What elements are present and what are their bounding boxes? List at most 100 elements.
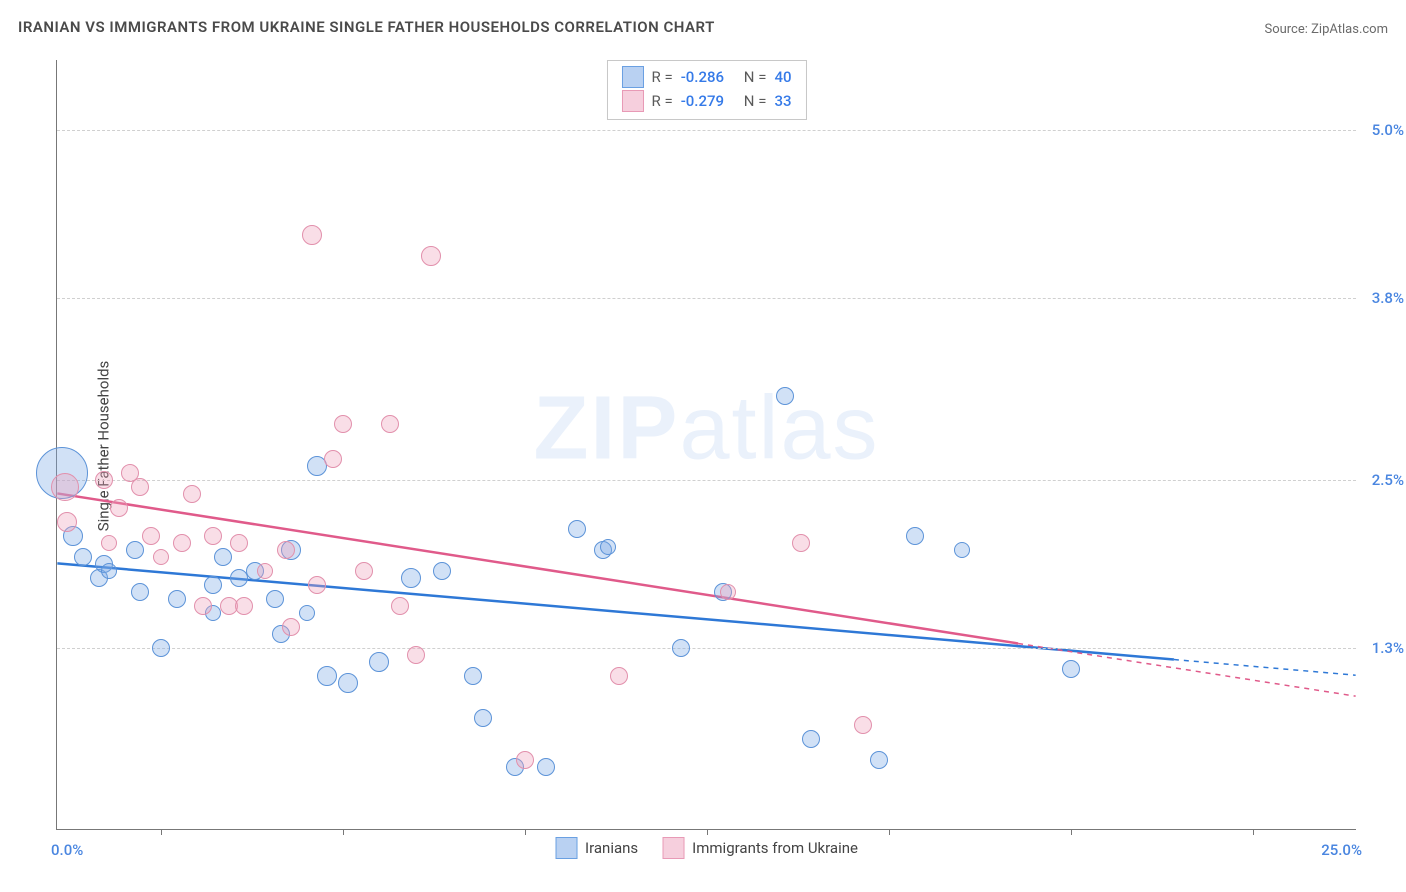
stat-row-ukraine: R = -0.279 N = 33: [621, 89, 791, 113]
x-tick: [525, 829, 526, 835]
data-point-ukraine: [720, 584, 736, 600]
gridline: [57, 298, 1356, 299]
gridline: [57, 648, 1356, 649]
data-point-ukraine: [421, 246, 441, 266]
data-point-iranians: [369, 652, 389, 672]
data-point-ukraine: [230, 534, 248, 552]
x-tick: [1253, 829, 1254, 835]
stat-r-label: R =: [651, 65, 672, 89]
data-point-ukraine: [235, 597, 253, 615]
correlation-stat-box: R = -0.286 N = 40 R = -0.279 N = 33: [606, 60, 806, 120]
watermark: ZIPatlas: [533, 378, 879, 481]
stat-r-value: -0.279: [681, 89, 724, 113]
y-tick-label: 2.5%: [1372, 471, 1404, 489]
data-point-ukraine: [516, 751, 534, 769]
data-point-iranians: [1062, 660, 1080, 678]
y-tick-label: 1.3%: [1372, 639, 1404, 657]
chart-title: IRANIAN VS IMMIGRANTS FROM UKRAINE SINGL…: [18, 18, 715, 36]
trend-line-iranians: [1174, 660, 1356, 676]
x-tick: [889, 829, 890, 835]
watermark-zip: ZIP: [533, 379, 679, 479]
x-tick: [1071, 829, 1072, 835]
data-point-ukraine: [381, 415, 399, 433]
y-tick-label: 5.0%: [1372, 121, 1404, 139]
data-point-iranians: [672, 639, 690, 657]
x-tick: [161, 829, 162, 835]
source-label: Source: ZipAtlas.com: [1264, 22, 1388, 37]
data-point-ukraine: [51, 473, 79, 501]
data-point-iranians: [954, 542, 970, 558]
data-point-ukraine: [153, 549, 169, 565]
data-point-iranians: [401, 568, 421, 588]
data-point-iranians: [317, 666, 337, 686]
data-point-iranians: [126, 541, 144, 559]
data-point-iranians: [338, 673, 358, 693]
data-point-ukraine: [324, 450, 342, 468]
legend-label-ukraine: Immigrants from Ukraine: [692, 839, 858, 857]
data-point-iranians: [101, 563, 117, 579]
data-point-iranians: [74, 548, 92, 566]
data-point-iranians: [537, 758, 555, 776]
stat-r-label: R =: [651, 89, 672, 113]
stat-n-label: N =: [744, 65, 767, 89]
swatch-iranians-icon: [621, 66, 643, 88]
data-point-ukraine: [308, 576, 326, 594]
data-point-iranians: [776, 387, 794, 405]
data-point-ukraine: [610, 667, 628, 685]
legend-item-ukraine: Immigrants from Ukraine: [662, 837, 858, 859]
data-point-iranians: [870, 751, 888, 769]
x-max-label: 25.0%: [1321, 841, 1362, 859]
data-point-ukraine: [407, 646, 425, 664]
data-point-iranians: [474, 709, 492, 727]
gridline: [57, 480, 1356, 481]
data-point-ukraine: [334, 415, 352, 433]
data-point-iranians: [802, 730, 820, 748]
data-point-iranians: [204, 576, 222, 594]
data-point-ukraine: [204, 527, 222, 545]
swatch-ukraine-icon: [662, 837, 684, 859]
data-point-ukraine: [173, 534, 191, 552]
data-point-ukraine: [257, 563, 273, 579]
data-point-ukraine: [95, 471, 113, 489]
data-point-iranians: [152, 639, 170, 657]
data-point-ukraine: [131, 478, 149, 496]
data-point-iranians: [568, 520, 586, 538]
stat-r-value: -0.286: [681, 65, 724, 89]
stat-n-value: 40: [774, 65, 791, 89]
data-point-ukraine: [355, 562, 373, 580]
data-point-iranians: [464, 667, 482, 685]
legend-item-iranians: Iranians: [555, 837, 638, 859]
x-tick: [707, 829, 708, 835]
data-point-iranians: [600, 539, 616, 555]
legend: Iranians Immigrants from Ukraine: [555, 837, 858, 859]
trend-lines: [57, 60, 1356, 829]
gridline: [57, 130, 1356, 131]
data-point-ukraine: [277, 541, 295, 559]
data-point-ukraine: [854, 716, 872, 734]
data-point-ukraine: [194, 597, 212, 615]
data-point-ukraine: [302, 225, 322, 245]
trend-line-ukraine: [57, 493, 1018, 643]
data-point-ukraine: [391, 597, 409, 615]
x-min-label: 0.0%: [51, 841, 83, 859]
data-point-ukraine: [57, 512, 77, 532]
stat-n-label: N =: [744, 89, 767, 113]
data-point-ukraine: [282, 618, 300, 636]
x-tick: [343, 829, 344, 835]
data-point-iranians: [433, 562, 451, 580]
plot-area: ZIPatlas R = -0.286 N = 40 R = -0.279 N …: [56, 60, 1356, 830]
swatch-ukraine-icon: [621, 90, 643, 112]
data-point-ukraine: [183, 485, 201, 503]
data-point-iranians: [214, 548, 232, 566]
data-point-ukraine: [792, 534, 810, 552]
data-point-ukraine: [101, 535, 117, 551]
data-point-ukraine: [110, 499, 128, 517]
data-point-iranians: [906, 527, 924, 545]
stat-n-value: 33: [774, 89, 791, 113]
data-point-iranians: [131, 583, 149, 601]
data-point-iranians: [299, 605, 315, 621]
swatch-iranians-icon: [555, 837, 577, 859]
data-point-iranians: [168, 590, 186, 608]
stat-row-iranians: R = -0.286 N = 40: [621, 65, 791, 89]
data-point-ukraine: [142, 527, 160, 545]
